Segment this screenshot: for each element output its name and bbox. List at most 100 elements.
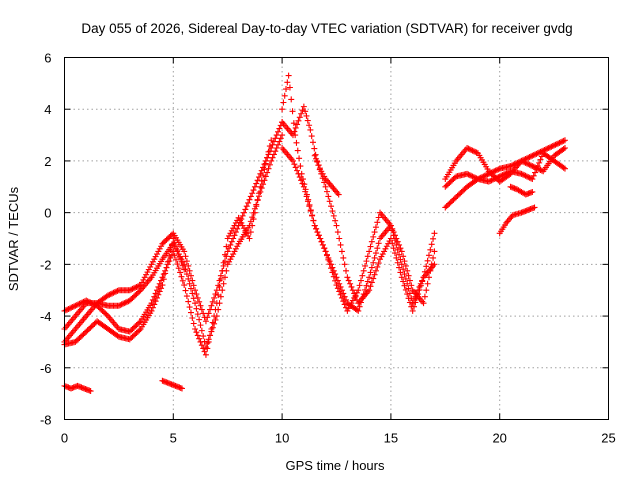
data-point [276,125,283,132]
data-point [230,235,237,242]
data-point [179,277,186,284]
data-point [230,251,237,258]
data-point [560,164,567,171]
data-point [227,241,234,248]
data-point [295,117,302,124]
data-point [487,177,494,184]
data-point [126,287,133,294]
data-point [99,307,106,314]
data-point [261,161,268,168]
data-point [156,245,163,252]
data-point [258,167,265,174]
data-point [170,240,177,247]
data-point [498,172,505,179]
data-point [171,252,178,259]
data-point [132,284,139,291]
data-point [489,176,496,183]
data-point [212,306,219,313]
data-point [344,307,351,314]
data-point [393,254,400,261]
data-point [88,323,95,330]
data-point [133,322,140,329]
grid-lines [64,57,609,420]
x-tick-label: 25 [601,431,615,446]
data-point [253,180,260,187]
data-point [368,238,375,245]
data-point [442,183,449,190]
data-point [334,285,341,292]
data-point [153,294,160,301]
data-point [246,196,253,203]
data-point [121,300,128,307]
data-point [283,86,290,93]
data-point [129,285,136,292]
data-point [183,293,190,300]
data-point [247,193,254,200]
data-point [431,261,438,268]
data-point [343,267,350,274]
data-point [430,254,437,261]
data-point [289,132,296,139]
data-point [391,250,398,257]
data-point [251,183,258,190]
data-point [372,267,379,274]
data-point [211,313,218,320]
data-point [363,282,370,289]
data-point [360,267,367,274]
data-point [337,241,344,248]
data-point [268,157,275,164]
data-point [302,188,309,195]
data-point [469,147,476,154]
data-point [128,327,135,334]
data-point [519,171,526,178]
data-point [353,306,360,313]
data-point [134,328,141,335]
data-point [122,299,129,306]
data-point [488,177,495,184]
data-point [382,245,389,252]
data-point [328,265,335,272]
data-point [371,254,378,261]
data-point [398,261,405,268]
data-point [349,297,356,304]
data-point [239,222,246,229]
data-point [368,264,375,271]
data-point [383,243,390,250]
data-point [204,340,211,347]
data-point [458,188,465,195]
data-point [187,272,194,279]
data-point [211,294,218,301]
data-point [209,319,216,326]
data-point [266,161,273,168]
series-track-7 [279,145,438,314]
data-point [68,304,75,311]
data-point [402,275,409,282]
data-point [260,181,267,188]
data-point [133,283,140,290]
data-point [368,279,375,286]
data-point [84,298,91,305]
data-point [419,277,426,284]
data-point [215,292,222,299]
data-point [90,300,97,307]
data-point [66,305,73,312]
data-point [375,214,382,221]
data-point [196,316,203,323]
data-point [318,238,325,245]
data-point [75,336,82,343]
data-point [381,248,388,255]
data-point [472,148,479,155]
data-point [194,332,201,339]
data-point [367,243,374,250]
data-point [126,336,133,343]
data-point [306,122,313,129]
data-point [527,153,534,160]
data-point [390,245,397,252]
data-point [465,145,472,152]
data-point [209,298,216,305]
data-point [183,271,190,278]
data-point [192,300,199,307]
data-point [129,294,136,301]
data-point [182,253,189,260]
data-point [400,266,407,273]
